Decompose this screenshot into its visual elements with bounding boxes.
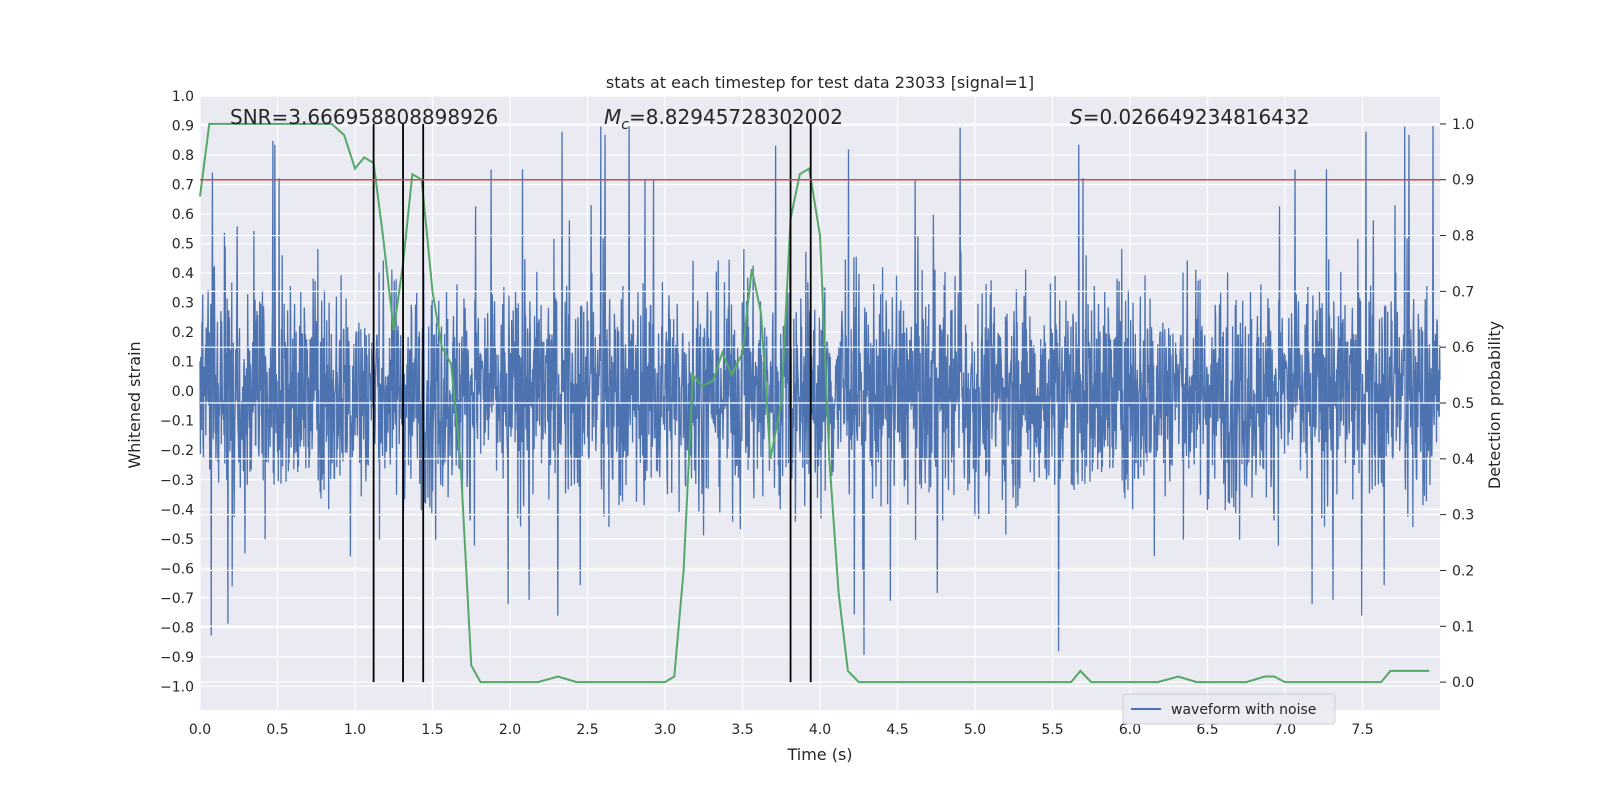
- y-left-tick-label: −1.0: [160, 679, 194, 695]
- x-tick-label: 1.0: [344, 722, 366, 738]
- x-tick-label: 7.0: [1274, 722, 1296, 738]
- y-left-tick-labels: −1.0 −0.9 −0.8 −0.7 −0.6 −0.5 −0.4 −0.3 −0.2 −0.1…: [160, 89, 194, 695]
- annotation-s: S=0.026649234816432: [1070, 105, 1309, 129]
- chart-title: stats at each timestep for test data 230…: [606, 73, 1034, 92]
- y-right-tick-label: 0.1: [1452, 619, 1474, 635]
- y-right-tick-label: 0.9: [1452, 173, 1474, 189]
- x-tick-label: 5.5: [1041, 722, 1063, 738]
- y-right-tick-label: 0.5: [1452, 396, 1474, 412]
- y-left-tick-label: −0.9: [160, 650, 194, 666]
- y-left-tick-label: 0.0: [172, 384, 194, 400]
- annotation-s-symbol: S: [1070, 105, 1083, 129]
- y-left-axis-label: Whitened strain: [125, 341, 144, 468]
- y-left-tick-label: −0.6: [160, 561, 194, 577]
- y-left-tick-label: 0.9: [172, 119, 194, 135]
- series-detection-probability: [199, 122, 1430, 684]
- annotation-mc-subscript: c: [621, 117, 629, 133]
- y-right-tick-label: 0.7: [1452, 284, 1474, 300]
- vertical-markers: [372, 123, 812, 683]
- y-left-tick-label: −0.3: [160, 473, 194, 489]
- y-right-tick-labels: 0.0 0.1 0.2 0.3 0.4 0.5 0.6 0.7 0.8 0.9 1.0: [1440, 117, 1474, 691]
- y-right-tick-label: 1.0: [1452, 117, 1474, 133]
- x-tick-label: 0.5: [266, 722, 288, 738]
- y-left-tick-label: 0.5: [172, 237, 194, 253]
- x-tick-label: 2.5: [576, 722, 598, 738]
- legend-box: [1122, 693, 1336, 725]
- y-left-tick-label: −0.5: [160, 532, 194, 548]
- x-tick-label: 1.5: [421, 722, 443, 738]
- y-left-tick-label: 0.8: [172, 148, 194, 164]
- x-tick-label: 4.5: [886, 722, 908, 738]
- x-tick-label: 6.0: [1119, 722, 1141, 738]
- y-left-tick-label: −0.8: [160, 620, 194, 636]
- y-left-tick-label: −0.7: [160, 591, 194, 607]
- y-left-tick-label: 1.0: [172, 89, 194, 105]
- y-right-tick-label: 0.6: [1452, 340, 1474, 356]
- series-waveform-with-noise: [199, 126, 1441, 655]
- detection-probability-line: [199, 122, 1430, 684]
- x-tick-label: 2.0: [499, 722, 521, 738]
- x-tick-label: 3.0: [654, 722, 676, 738]
- y-right-tick-label: 0.8: [1452, 229, 1474, 245]
- annotation-mc-value: =8.82945728302002: [629, 105, 843, 129]
- x-tick-label: 5.0: [964, 722, 986, 738]
- y-right-tick-label: 0.3: [1452, 508, 1474, 524]
- annotation-s-value: =0.026649234816432: [1083, 105, 1310, 129]
- legend: waveform with noise: [1122, 693, 1336, 725]
- x-tick-labels: 0.0 0.5 1.0 1.5 2.0 2.5 3.0 3.5 4.0 4.5 5.0 5.5 6.0 6…: [189, 722, 1374, 738]
- y-left-tick-label: −0.2: [160, 443, 194, 459]
- y-left-tick-label: 0.7: [172, 178, 194, 194]
- x-tick-label: 0.0: [189, 722, 211, 738]
- x-tick-label: 6.5: [1196, 722, 1218, 738]
- annotation-chirp-mass: Mc=8.82945728302002: [604, 105, 843, 133]
- y-left-tick-label: 0.6: [172, 207, 194, 223]
- y-left-tick-label: 0.2: [172, 325, 194, 341]
- x-tick-label: 7.5: [1351, 722, 1373, 738]
- waveform-with-noise-line: [199, 126, 1441, 655]
- y-right-axis-label: Detection probability: [1485, 321, 1504, 489]
- y-right-tick-label: 0.2: [1452, 563, 1474, 579]
- annotation-snr: SNR=3.666958808898926: [230, 105, 498, 129]
- x-axis-label: Time (s): [786, 745, 852, 764]
- x-tick-label: 3.5: [731, 722, 753, 738]
- y-left-tick-label: 0.3: [172, 296, 194, 312]
- y-left-tick-label: −0.1: [160, 414, 194, 430]
- y-right-tick-label: 0.4: [1452, 452, 1474, 468]
- legend-label-waveform: waveform with noise: [1171, 702, 1316, 718]
- y-left-tick-label: 0.4: [172, 266, 194, 282]
- x-tick-label: 4.0: [809, 722, 831, 738]
- y-left-tick-label: −0.4: [160, 502, 194, 518]
- annotation-mc-symbol: M: [604, 105, 621, 129]
- y-right-tick-label: 0.0: [1452, 675, 1474, 691]
- y-left-tick-label: 0.1: [172, 355, 194, 371]
